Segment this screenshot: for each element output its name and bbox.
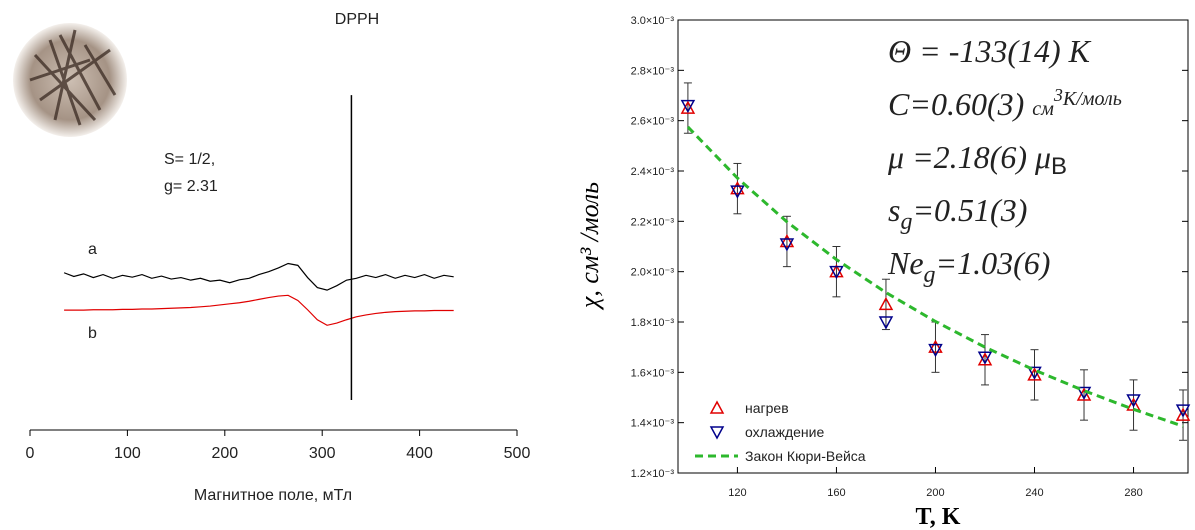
annotation-part: B: [1051, 153, 1067, 180]
x-axis-label: Магнитное поле, мТл: [194, 487, 352, 504]
error-bar: [1080, 369, 1089, 421]
y-tick-label: 3.0×10⁻³: [631, 15, 675, 27]
y-tick-label: 2.4×10⁻³: [631, 166, 675, 178]
spectrum-line: [64, 294, 454, 326]
data-point: [977, 351, 993, 365]
annotation-part: см: [1032, 98, 1054, 120]
annotation-part: K/моль: [1062, 88, 1122, 110]
annotation: DPPH: [335, 11, 379, 28]
data-point: [730, 181, 745, 195]
series-label: a: [88, 241, 97, 258]
x-tick-label: 400: [406, 445, 433, 462]
error-bar: [782, 215, 791, 268]
x-tick-label: 160: [827, 487, 845, 499]
plot-frame: [677, 19, 1189, 474]
legend-label: охлаждение: [745, 424, 824, 440]
x-tick-label: 100: [114, 445, 141, 462]
annotation: Neg=1.03(6): [887, 245, 1050, 288]
series-label: b: [88, 325, 97, 342]
error-bar: [683, 82, 692, 134]
data-point: [928, 343, 943, 358]
data-point: [878, 316, 894, 330]
annotation-part: g: [924, 262, 936, 288]
legend-label: нагрев: [745, 400, 789, 416]
x-tick-label: 120: [728, 487, 746, 499]
legend-key: [709, 426, 725, 440]
annotation-part: =1.03(6): [936, 245, 1051, 281]
x-axis-label: T, K: [916, 504, 961, 530]
data-point: [730, 185, 745, 199]
annotation: S= 1/2,: [164, 151, 215, 168]
y-tick-label: 1.6×10⁻³: [631, 367, 675, 379]
annotation: sg=0.51(3): [888, 192, 1027, 235]
y-tick-label: 2.8×10⁻³: [631, 65, 675, 77]
data-point: [829, 265, 844, 280]
y-tick-label: 2.6×10⁻³: [631, 116, 675, 128]
error-bar: [1030, 349, 1039, 401]
data-point: [928, 339, 943, 353]
data-point: [1175, 404, 1191, 418]
annotation-part: s: [888, 192, 900, 228]
x-tick-label: 500: [504, 445, 531, 462]
legend-key: [709, 400, 725, 414]
annotation: C=0.60(3) см3K/моль: [888, 85, 1122, 122]
x-tick-label: 0: [26, 445, 35, 462]
annotation: μ =2.18(6) μB: [887, 139, 1067, 180]
x-tick-label: 280: [1124, 487, 1142, 499]
data-point: [779, 238, 795, 252]
crystal-photo: [13, 23, 127, 137]
annotation-part: C=0.60(3): [888, 86, 1032, 122]
data-point: [680, 99, 696, 114]
annotation-part: =0.51(3): [912, 192, 1027, 228]
y-axis-label: χ, см³ /моль: [575, 182, 604, 311]
error-bar: [733, 162, 742, 215]
error-bar: [832, 246, 841, 298]
x-tick-label: 240: [1025, 487, 1043, 499]
error-bar: [980, 334, 989, 386]
x-tick-label: 300: [309, 445, 336, 462]
data-point: [779, 233, 795, 248]
annotation-part: g: [900, 209, 912, 235]
legend-label: Закон Кюри-Вейса: [745, 448, 866, 464]
annotation-part: Θ = -133(14) K: [888, 33, 1092, 69]
y-tick-label: 1.4×10⁻³: [631, 418, 675, 430]
annotation: Θ = -133(14) K: [888, 33, 1092, 69]
x-tick-label: 200: [926, 487, 944, 499]
annotation-part: μ =2.18(6) μ: [887, 139, 1051, 175]
y-tick-label: 2.0×10⁻³: [631, 267, 675, 279]
y-tick-label: 2.2×10⁻³: [631, 216, 675, 228]
fit-line: [686, 125, 1184, 428]
annotation-part: 3: [1053, 85, 1063, 105]
x-tick-label: 200: [211, 445, 238, 462]
annotation-part: Ne: [887, 245, 924, 281]
annotation: g= 2.31: [164, 178, 218, 195]
data-point: [1175, 407, 1191, 421]
data-point: [1126, 394, 1141, 408]
spectrum-line: [63, 262, 454, 291]
y-tick-label: 1.8×10⁻³: [631, 317, 675, 329]
y-tick-label: 1.2×10⁻³: [631, 468, 675, 480]
data-point: [878, 296, 894, 311]
